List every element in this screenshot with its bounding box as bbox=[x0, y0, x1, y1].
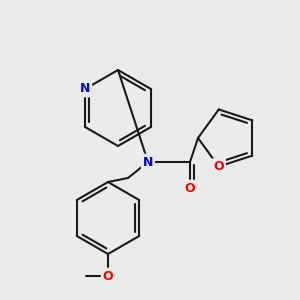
Text: O: O bbox=[213, 160, 224, 173]
Text: O: O bbox=[103, 269, 113, 283]
Text: O: O bbox=[185, 182, 195, 194]
Text: N: N bbox=[80, 82, 90, 95]
Text: N: N bbox=[143, 155, 153, 169]
